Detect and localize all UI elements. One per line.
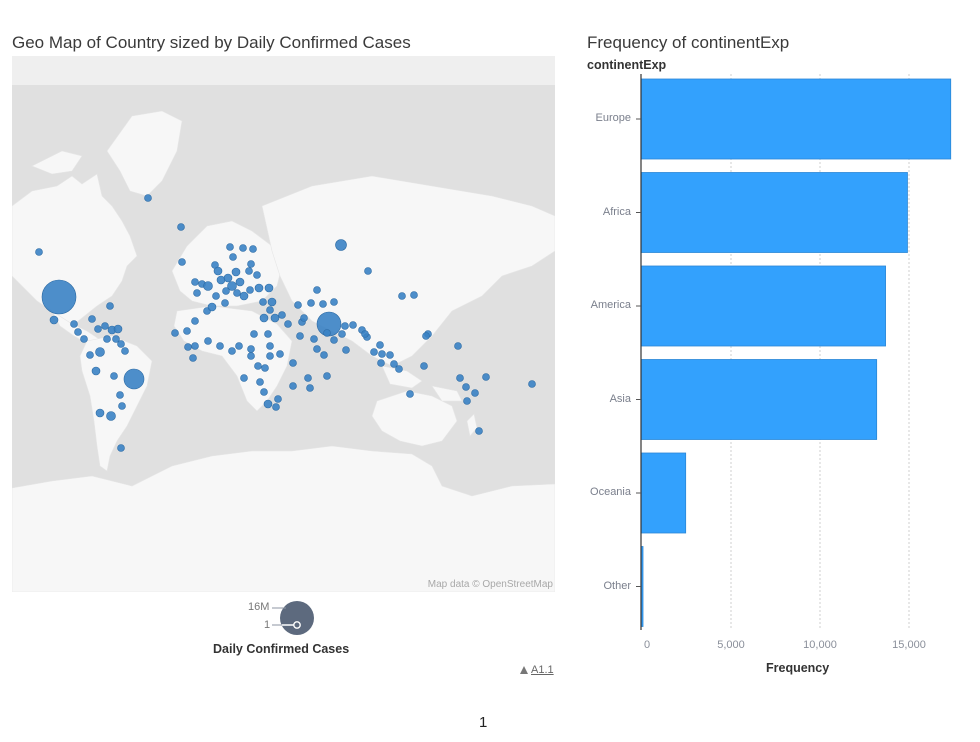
bar-asia[interactable] [640,359,878,440]
bar-america[interactable] [640,265,886,347]
bubble-layer [35,194,536,452]
warning-icon [520,666,528,674]
category-label-asia: Asia [609,392,631,405]
bubble-russia [335,239,347,251]
map-top-band [12,56,555,85]
bubble-brazil [123,368,145,390]
x-axis-title: Frequency [766,661,830,675]
bubble-usa [41,279,77,315]
y-axis-title: continentExp [587,58,667,72]
page-number: 1 [479,714,488,731]
gridlines [730,74,910,630]
geo-map[interactable]: Map data © OpenStreetMap [12,56,555,592]
bar-oceania[interactable] [640,452,687,534]
footnote[interactable]: A1.1 [520,664,554,676]
bar-africa[interactable] [640,172,908,253]
category-label-africa: Africa [602,205,631,218]
land-layer [12,110,555,592]
x-tick-15000: 15,000 [892,639,926,651]
legend-max-label: 16M [248,601,270,613]
bars [640,78,952,627]
bar-chart: Europe Africa America Asia Oceania Other 0 5,… [580,70,980,690]
bar-europe[interactable] [640,78,952,160]
map-attribution[interactable]: Map data © OpenStreetMap [427,579,553,590]
map-chart-title: Geo Map of Country sized by Daily Confir… [12,33,411,52]
x-tick-10000: 10,000 [803,639,837,651]
bar-chart-title: Frequency of continentExp [587,33,790,52]
legend-min-label: 1 [264,619,271,631]
x-tick-5000: 5,000 [717,639,745,651]
footnote-link[interactable]: A1.1 [531,664,554,676]
category-label-america: America [590,299,631,311]
category-label-other: Other [603,579,631,592]
x-tick-0: 0 [643,639,651,651]
size-legend: 16M 1 Daily Confirmed Cases [200,598,370,663]
size-legend-graphic [272,601,314,635]
map-canvas [12,110,555,592]
category-label-oceania: Oceania [590,486,631,498]
bar-chart-canvas [636,74,952,630]
legend-title: Daily Confirmed Cases [213,642,350,656]
category-label-europe: Europe [595,112,631,124]
